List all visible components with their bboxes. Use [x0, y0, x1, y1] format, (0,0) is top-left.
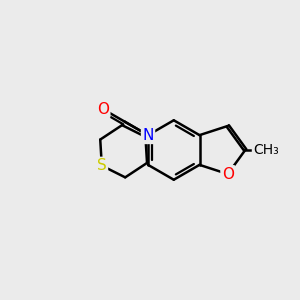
Text: O: O: [222, 167, 234, 182]
Text: O: O: [97, 102, 109, 117]
Text: N: N: [142, 128, 154, 142]
Text: S: S: [97, 158, 107, 173]
Text: CH₃: CH₃: [253, 143, 279, 157]
